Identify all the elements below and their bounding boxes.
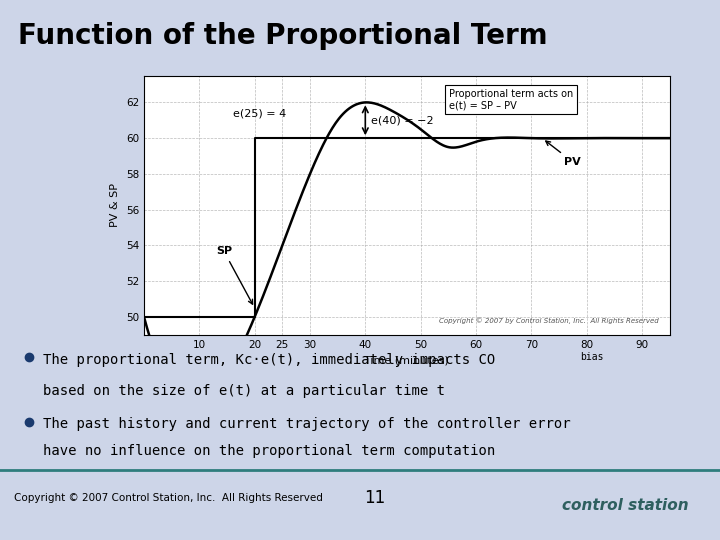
- Text: PV: PV: [546, 141, 581, 167]
- Y-axis label: PV & SP: PV & SP: [110, 183, 120, 227]
- Text: Copyright © 2007 by Control Station, Inc.  All Rights Reserved: Copyright © 2007 by Control Station, Inc…: [439, 318, 659, 325]
- Text: 11: 11: [364, 489, 385, 508]
- Text: Function of the Proportional Term: Function of the Proportional Term: [18, 22, 548, 50]
- Text: The past history and current trajectory of the controller error: The past history and current trajectory …: [43, 417, 571, 431]
- Text: SP: SP: [216, 246, 253, 304]
- Text: bias: bias: [580, 352, 604, 362]
- Text: The proportional term, Kc·e(t), immediately impacts CO: The proportional term, Kc·e(t), immediat…: [43, 354, 495, 367]
- Text: based on the size of e(t) at a particular time t: based on the size of e(t) at a particula…: [43, 384, 445, 399]
- X-axis label: Time (minutes): Time (minutes): [364, 355, 449, 365]
- Text: have no influence on the proportional term computation: have no influence on the proportional te…: [43, 444, 495, 458]
- Text: control station: control station: [562, 498, 688, 514]
- Text: e(40) = −2: e(40) = −2: [371, 116, 433, 126]
- Text: e(25) = 4: e(25) = 4: [233, 109, 286, 119]
- Text: Copyright © 2007 Control Station, Inc.  All Rights Reserved: Copyright © 2007 Control Station, Inc. A…: [14, 494, 323, 503]
- Text: Proportional term acts on
e(t) = SP – PV: Proportional term acts on e(t) = SP – PV: [449, 89, 573, 110]
